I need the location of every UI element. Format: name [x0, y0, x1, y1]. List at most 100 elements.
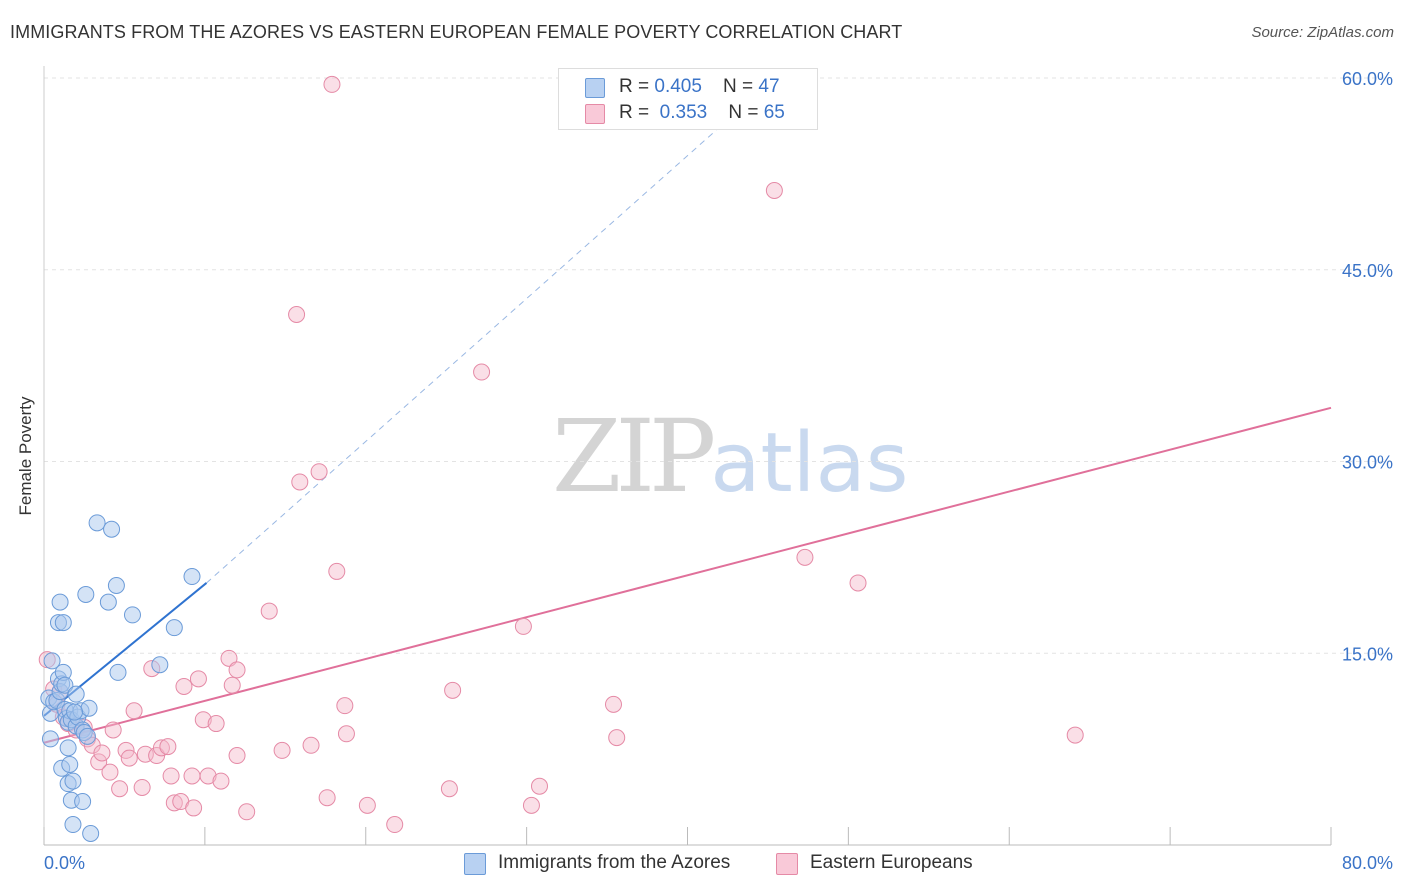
point-eastern: [260, 602, 278, 620]
point-azores: [77, 585, 95, 603]
point-azores: [109, 663, 127, 681]
point-eastern: [358, 796, 376, 814]
correlation-legend: R = 0.405 N = 47 R = 0.353 N = 65: [558, 68, 818, 130]
point-eastern: [111, 780, 129, 798]
point-eastern: [152, 739, 170, 757]
point-azores: [151, 656, 169, 674]
point-eastern: [93, 744, 111, 762]
point-eastern: [207, 715, 225, 733]
trend-line-azores-extension: [206, 109, 740, 584]
point-eastern: [444, 681, 462, 699]
points-eastern-europeans: [38, 75, 1084, 834]
point-eastern: [288, 305, 306, 323]
point-eastern: [165, 794, 183, 812]
y-tick-label: 30.0%: [1342, 453, 1393, 473]
point-eastern: [273, 741, 291, 759]
point-eastern: [104, 721, 122, 739]
point-azores: [107, 576, 125, 594]
point-eastern: [183, 767, 201, 785]
point-eastern: [604, 695, 622, 713]
point-eastern: [323, 75, 341, 93]
point-eastern: [514, 617, 532, 635]
point-eastern: [796, 548, 814, 566]
x-tick-label: 80.0%: [1342, 853, 1393, 873]
point-azores: [82, 824, 100, 842]
bottom-legend-label-azores: Immigrants from the Azores: [498, 852, 731, 873]
point-azores: [88, 514, 106, 532]
source-label: Source: ZipAtlas.com: [1251, 24, 1394, 41]
point-azores: [64, 772, 82, 790]
point-eastern: [302, 736, 320, 754]
point-eastern: [223, 676, 241, 694]
y-tick-label: 45.0%: [1342, 261, 1393, 281]
point-eastern: [1066, 726, 1084, 744]
legend-text-eastern: R = 0.353 N = 65: [619, 102, 785, 124]
point-azores: [80, 699, 98, 717]
point-azores: [64, 816, 82, 834]
r-value-azores: 0.405: [654, 76, 702, 97]
point-azores: [66, 703, 84, 721]
point-eastern: [159, 738, 177, 756]
point-azores: [67, 685, 85, 703]
point-azores: [41, 730, 59, 748]
point-azores: [183, 568, 201, 586]
point-eastern: [440, 780, 458, 798]
y-axis-label: Female Poverty: [16, 396, 35, 516]
point-eastern: [101, 763, 119, 781]
point-eastern: [473, 363, 491, 381]
point-eastern: [212, 772, 230, 790]
point-eastern: [185, 799, 203, 817]
point-eastern: [228, 661, 246, 679]
point-azores: [103, 520, 121, 538]
point-eastern: [608, 729, 626, 747]
tick-labels: 15.0% 30.0% 45.0% 60.0% 0.0% 80.0%: [44, 69, 1393, 873]
r-value-eastern: 0.353: [659, 102, 708, 123]
n-value-eastern: 65: [763, 102, 785, 123]
point-azores: [61, 755, 79, 773]
bottom-legend-swatch-azores: [464, 853, 486, 875]
point-azores: [99, 593, 117, 611]
point-azores: [59, 739, 77, 757]
chart-title: IMMIGRANTS FROM THE AZORES VS EASTERN EU…: [10, 22, 903, 42]
legend-swatch-azores: [585, 78, 605, 98]
n-label: N =: [723, 76, 759, 97]
x-tick-label: 0.0%: [44, 853, 85, 873]
point-azores: [43, 652, 61, 670]
point-eastern: [238, 803, 256, 821]
point-eastern: [194, 711, 212, 729]
bottom-legend-swatch-eastern: [776, 853, 798, 875]
point-eastern: [175, 677, 193, 695]
point-eastern: [328, 562, 346, 580]
point-eastern: [133, 778, 151, 796]
trend-lines: [43, 109, 1332, 744]
point-azores: [165, 619, 183, 637]
point-eastern: [228, 747, 246, 765]
point-eastern: [189, 670, 207, 688]
trend-line-eastern: [43, 406, 1332, 744]
point-azores: [51, 593, 69, 611]
point-eastern: [530, 777, 548, 795]
r-label: R =: [619, 76, 655, 97]
point-eastern: [522, 796, 540, 814]
r-label: R =: [619, 102, 655, 123]
point-azores: [123, 606, 141, 624]
point-azores: [54, 614, 72, 632]
y-tick-label: 60.0%: [1342, 69, 1393, 89]
point-eastern: [162, 767, 180, 785]
point-eastern: [765, 181, 783, 199]
point-eastern: [310, 463, 328, 481]
point-eastern: [125, 702, 143, 720]
point-eastern: [220, 649, 238, 667]
point-eastern: [120, 749, 138, 767]
point-eastern: [90, 753, 108, 771]
points-azores: [40, 514, 201, 842]
point-eastern: [849, 574, 867, 592]
legend-swatch-eastern: [585, 104, 605, 124]
point-eastern: [291, 473, 309, 491]
y-tick-label: 15.0%: [1342, 644, 1393, 664]
legend-text-azores: R = 0.405 N = 47: [619, 76, 780, 98]
point-eastern: [318, 789, 336, 807]
point-azores: [56, 676, 74, 694]
n-value-azores: 47: [758, 76, 780, 97]
